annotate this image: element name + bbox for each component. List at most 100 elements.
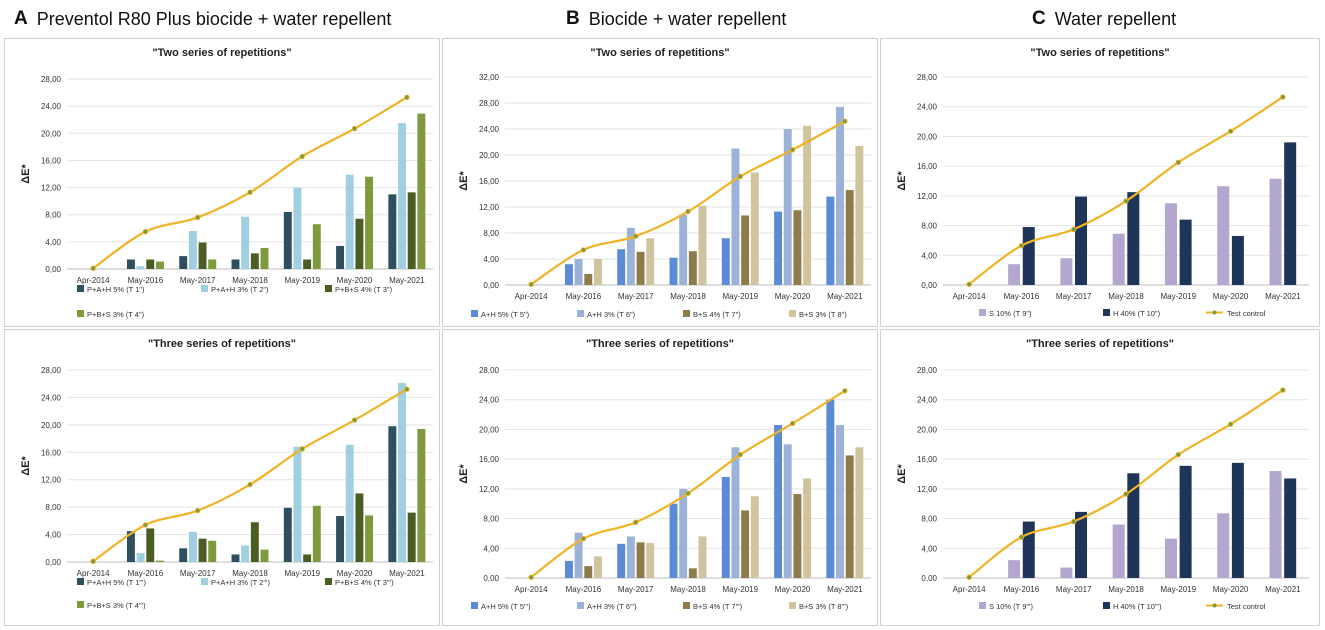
bar xyxy=(293,446,302,562)
legend-swatch xyxy=(789,602,796,609)
chart-panel-b-two-series: "Two series of repetitions" 0,00 4,00 8,00 1… xyxy=(442,38,938,327)
x-tick-label: May-2021 xyxy=(827,585,863,594)
bar xyxy=(1164,538,1177,578)
x-tick-label: May-2019 xyxy=(284,569,320,578)
bar xyxy=(355,493,364,562)
bar xyxy=(1060,567,1073,578)
bar xyxy=(241,216,250,269)
y-axis-label: ΔE* xyxy=(20,456,32,476)
bar xyxy=(617,543,626,578)
y-tick-label: 12,00 xyxy=(41,476,62,485)
legend-swatch xyxy=(1103,602,1110,609)
y-axis-label: ΔE* xyxy=(458,464,470,484)
column-header-a: A Preventol R80 Plus biocide + water rep… xyxy=(14,4,444,34)
control-point xyxy=(1071,518,1077,525)
bar xyxy=(845,455,854,578)
y-tick-label: 0,00 xyxy=(483,574,499,583)
y-tick-label: 0,00 xyxy=(921,281,937,290)
bar xyxy=(1269,178,1282,285)
bar xyxy=(1179,219,1192,285)
bar xyxy=(669,257,678,285)
bar xyxy=(721,476,730,578)
y-tick-label: 24,00 xyxy=(479,125,500,134)
x-tick-label: May-2018 xyxy=(232,569,268,578)
y-tick-label: 16,00 xyxy=(479,177,500,186)
x-tick-label: May-2020 xyxy=(775,292,811,301)
y-tick-label: 24,00 xyxy=(917,396,938,405)
control-point xyxy=(299,153,305,160)
bar xyxy=(617,249,626,285)
y-tick-label: 24,00 xyxy=(41,102,62,111)
legend-label: H 40% (T 10"') xyxy=(1113,602,1162,611)
x-tick-label: May-2018 xyxy=(1108,292,1144,301)
y-tick-label: 8,00 xyxy=(483,515,499,524)
control-point xyxy=(1280,387,1286,393)
x-tick-label: May-2021 xyxy=(389,276,425,285)
y-tick-label: 28,00 xyxy=(41,366,62,375)
y-tick-label: 32,00 xyxy=(479,73,500,82)
y-tick-label: 16,00 xyxy=(41,448,62,457)
bar xyxy=(1022,521,1035,578)
y-tick-label: 24,00 xyxy=(479,396,500,405)
column-header-c: C Water repellent xyxy=(1032,4,1292,34)
legend-swatch xyxy=(979,602,986,609)
y-tick-label: 20,00 xyxy=(479,151,500,160)
y-tick-label: 0,00 xyxy=(483,281,499,290)
legend-swatch xyxy=(201,285,208,292)
y-tick-label: 20,00 xyxy=(41,421,62,430)
bar xyxy=(336,516,345,562)
x-tick-label: May-2017 xyxy=(1056,585,1092,594)
legend-label: A+H 5% (T 5"') xyxy=(481,602,531,611)
bar xyxy=(698,205,707,285)
bar xyxy=(188,531,197,562)
bar xyxy=(1217,186,1230,285)
bar xyxy=(179,548,188,562)
bar xyxy=(146,259,155,269)
chart-svg: "Three series of repetitions" 0,00 4,00 8,0… xyxy=(20,338,433,610)
bar xyxy=(241,545,250,562)
legend-label: B+S 4% (T 7"') xyxy=(693,602,743,611)
control-point xyxy=(1071,226,1077,232)
bar xyxy=(398,123,406,269)
legend-swatch xyxy=(577,602,584,609)
x-tick-label: May-2018 xyxy=(670,292,706,301)
legend-swatch xyxy=(789,310,796,317)
y-tick-label: 4,00 xyxy=(45,238,61,247)
y-tick-label: 4,00 xyxy=(921,544,937,553)
bar xyxy=(1231,235,1244,285)
y-axis-label: ΔE* xyxy=(458,171,470,191)
bar xyxy=(250,522,259,562)
y-tick-label: 8,00 xyxy=(483,229,499,238)
x-tick-label: May-2021 xyxy=(389,569,425,578)
legend-label: A+H 5% (T 5") xyxy=(481,310,530,319)
legend-label: H 40% (T 10") xyxy=(1113,309,1161,318)
x-tick-label: May-2019 xyxy=(284,276,320,285)
control-point xyxy=(528,281,534,288)
bar xyxy=(826,196,835,285)
x-tick-label: May-2021 xyxy=(1265,585,1301,594)
x-tick-label: May-2019 xyxy=(722,292,758,301)
y-axis-label: ΔE* xyxy=(20,164,32,184)
control-point xyxy=(789,147,796,153)
chart-svg: "Three series of repetitions" 0,00 4,00 8,0… xyxy=(896,338,1309,611)
x-tick-label: May-2019 xyxy=(1160,585,1196,594)
control-point xyxy=(247,189,253,196)
chart-panel-b-three-series: "Three series of repetitions" 0,00 4,00 8,0… xyxy=(442,329,938,626)
bar xyxy=(388,194,397,269)
bar xyxy=(626,536,635,578)
bar xyxy=(564,264,573,285)
control-point xyxy=(142,522,149,528)
bar xyxy=(312,224,321,269)
y-tick-label: 4,00 xyxy=(483,255,499,264)
bar xyxy=(783,129,792,285)
y-tick-label: 24,00 xyxy=(917,103,938,112)
control-point xyxy=(685,490,691,497)
control-point xyxy=(1018,242,1025,249)
legend-label: P+B+S 4% (T 3"') xyxy=(335,578,394,587)
x-tick-label: Apr-2014 xyxy=(953,585,986,594)
legend-label: B+S 3% (T 8") xyxy=(799,310,847,319)
y-tick-label: 28,00 xyxy=(917,366,938,375)
x-tick-label: May-2016 xyxy=(128,569,164,578)
bar xyxy=(179,256,188,269)
bar xyxy=(1008,264,1021,285)
